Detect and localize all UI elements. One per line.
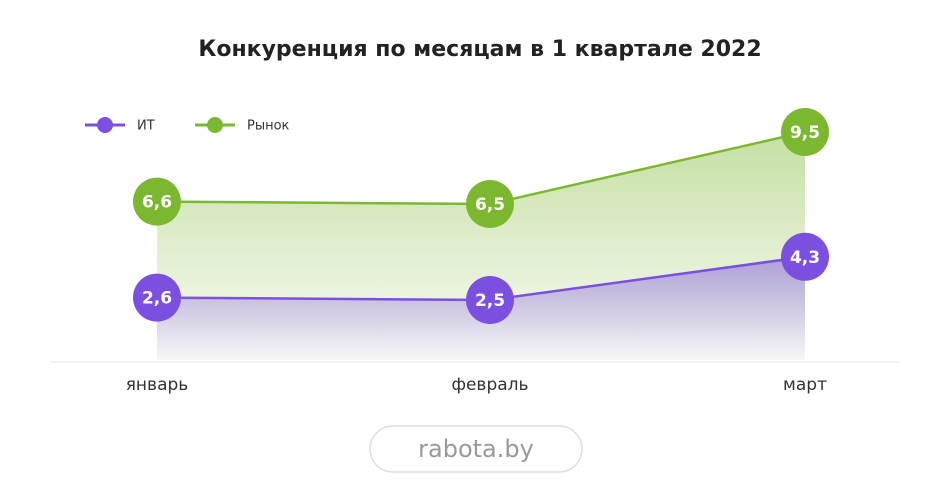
- legend-marker: [97, 117, 113, 133]
- legend-label: ИТ: [137, 119, 155, 134]
- point: [466, 180, 514, 228]
- value-label: 2,6: [142, 289, 172, 309]
- legend-label: Рынок: [247, 119, 290, 134]
- point: [466, 276, 514, 324]
- x-tick-label: февраль: [451, 375, 528, 395]
- point: [781, 108, 829, 156]
- value-label: 4,3: [790, 248, 820, 268]
- point: [781, 232, 829, 281]
- value-label: 9,5: [790, 123, 820, 143]
- value-label: 6,6: [142, 193, 172, 213]
- value-label: 2,5: [475, 291, 505, 311]
- x-tick-label: март: [783, 375, 827, 395]
- value-label: 6,5: [475, 195, 505, 215]
- point: [133, 273, 181, 322]
- footer-pill: [369, 425, 583, 473]
- legend-marker: [207, 117, 223, 133]
- footer: rabota.by: [418, 435, 534, 463]
- point: [133, 177, 181, 226]
- x-tick-label: январь: [126, 375, 189, 395]
- chart-title: Конкуренция по месяцам в 1 квартале 2022: [198, 37, 761, 62]
